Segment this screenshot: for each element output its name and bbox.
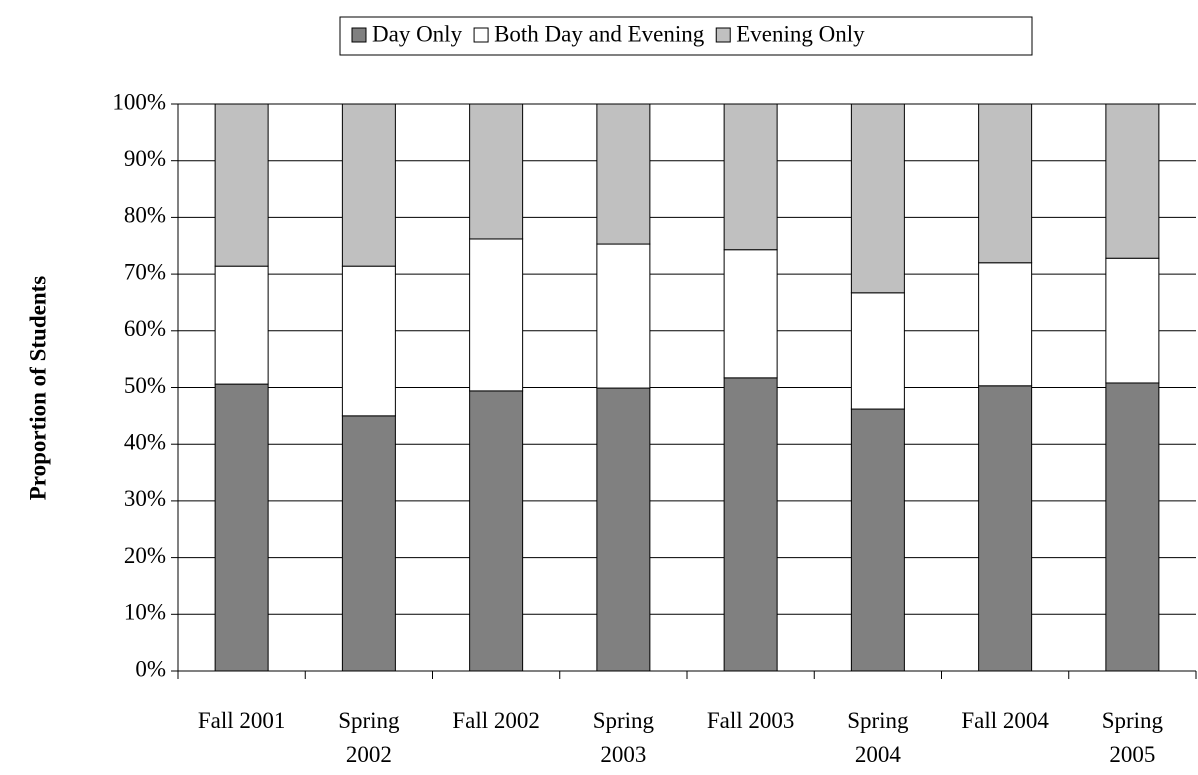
bar-segment [850, 103, 905, 294]
legend-label: Day Only [372, 21, 463, 46]
legend-box [339, 16, 1033, 56]
bar-segment [978, 103, 1033, 264]
y-tick-label: 100% [112, 89, 166, 114]
bar-segment [1105, 257, 1160, 384]
x-tick-label: Spring 2004 [847, 708, 909, 767]
y-tick-label: 50% [124, 373, 166, 398]
legend-swatch [715, 27, 731, 43]
bar-segment [214, 265, 269, 385]
bar-segment [723, 377, 778, 672]
bar-segment [850, 292, 905, 410]
legend-label: Both Day and Evening [494, 21, 705, 46]
bar-segment [341, 103, 396, 267]
legend-label: Evening Only [736, 21, 865, 46]
bar-segment [723, 249, 778, 379]
x-tick-label: Fall 2001 [197, 708, 286, 733]
bar-segment [341, 415, 396, 672]
y-tick-label: 80% [124, 203, 166, 228]
legend-swatch [351, 27, 367, 43]
bar-segment [723, 103, 778, 251]
bar-segment [469, 390, 524, 672]
bar-segment [978, 262, 1033, 387]
y-tick-label: 20% [124, 543, 166, 568]
y-axis-label: Proportion of Students [25, 276, 50, 501]
bar-segment [596, 387, 651, 672]
y-tick-label: 30% [124, 486, 166, 511]
x-tick-label: Spring 2003 [592, 708, 655, 767]
x-tick-label: Fall 2004 [961, 708, 1049, 733]
bar-segment [214, 383, 269, 672]
x-tick-label: Spring 2005 [1101, 708, 1164, 767]
bar-segment [1105, 382, 1160, 672]
x-tick-label: Spring 2002 [338, 708, 400, 767]
y-tick-label: 0% [135, 656, 166, 681]
x-tick-label: Fall 2003 [706, 708, 795, 733]
y-tick-label: 60% [124, 316, 166, 341]
legend-swatch [473, 27, 489, 43]
y-tick-label: 70% [124, 259, 166, 284]
bar-segment [341, 265, 396, 417]
y-tick-label: 90% [124, 146, 166, 171]
bar-segment [596, 243, 651, 389]
bar-segment [978, 385, 1033, 672]
bar-segment [1105, 103, 1160, 259]
y-tick-label: 10% [124, 600, 166, 625]
bar-segment [469, 103, 524, 240]
bar-segment [469, 238, 524, 392]
bar-segment [214, 103, 269, 267]
x-tick-label: Fall 2002 [452, 708, 540, 733]
bar-segment [850, 408, 905, 672]
bar-segment [596, 103, 651, 245]
y-tick-label: 40% [124, 429, 166, 454]
